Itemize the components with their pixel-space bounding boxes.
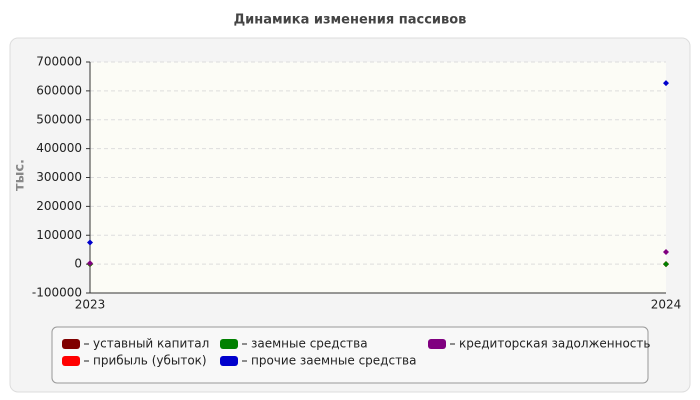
y-tick-label: -100000 [32, 286, 82, 300]
point-marker [87, 260, 93, 267]
point-marker [663, 261, 669, 268]
y-tick-label: 400000 [36, 141, 82, 155]
y-tick-label: 500000 [36, 112, 82, 126]
legend-label: заемные средства [251, 337, 368, 351]
y-tick-label: 700000 [36, 55, 82, 69]
chart-title: Динамика изменения пассивов [234, 13, 467, 28]
point-marker [87, 239, 93, 246]
legend-label: прибыль (убыток) [93, 354, 207, 368]
legend-label: уставный капитал [93, 337, 209, 351]
y-tick-label: 300000 [36, 170, 82, 184]
y-tick-label: 600000 [36, 83, 82, 97]
legend-swatch [220, 339, 238, 349]
legend-swatch [428, 339, 446, 349]
legend-swatch [220, 356, 238, 366]
point-marker [663, 80, 669, 87]
legend-label: прочие заемные средства [251, 354, 417, 368]
legend-box [51, 326, 649, 384]
legend-swatch [62, 356, 80, 366]
y-tick-label: 100000 [36, 228, 82, 242]
legend-label: кредиторская задолженность [459, 337, 650, 351]
y-tick-label: 0 [74, 257, 82, 271]
y-axis-label: тыс. [13, 159, 28, 191]
x-tick-label: 2024 [651, 298, 682, 312]
x-tick-label: 2023 [75, 298, 106, 312]
legend-swatch [62, 339, 80, 349]
point-marker [663, 248, 669, 255]
y-tick-label: 200000 [36, 199, 82, 213]
